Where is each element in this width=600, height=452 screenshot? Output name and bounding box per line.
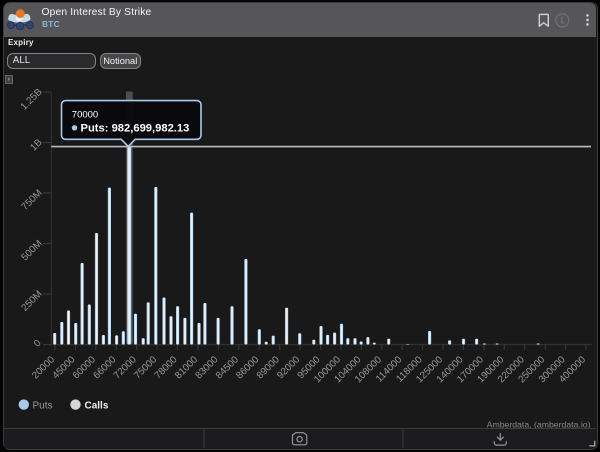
svg-text:250M: 250M [20,289,45,314]
svg-text:1B: 1B [28,137,45,154]
svg-text:Calls: Calls [85,400,109,411]
svg-text:70000: 70000 [72,109,98,120]
svg-text:750M: 750M [20,188,45,213]
svg-text:0: 0 [32,337,44,349]
svg-text:Puts: 982,699,982.13: Puts: 982,699,982.13 [81,122,190,134]
svg-text:Amberdata, (amberdata.io): Amberdata, (amberdata.io) [487,419,591,429]
svg-text:500M: 500M [20,238,45,263]
svg-text:Puts: Puts [33,400,53,411]
svg-text:1.25B: 1.25B [19,86,45,112]
